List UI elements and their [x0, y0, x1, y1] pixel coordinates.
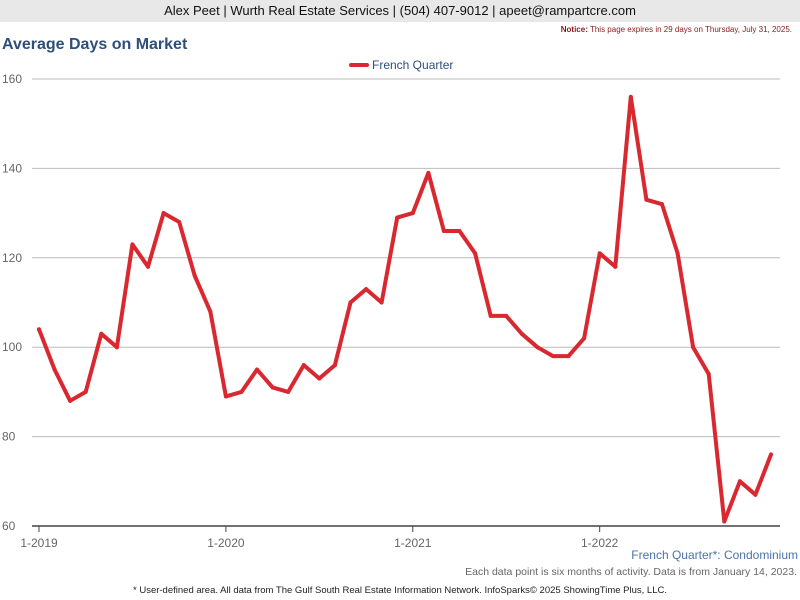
data-point — [769, 452, 773, 457]
data-point — [52, 367, 57, 372]
footer-disclaimer: * User-defined area. All data from The G… — [133, 585, 667, 596]
data-point — [566, 354, 571, 359]
x-tick-label: 1-2022 — [581, 536, 619, 550]
data-point — [426, 170, 431, 175]
data-point — [255, 367, 260, 372]
x-tick-label: 1-2019 — [20, 536, 58, 550]
data-point — [348, 300, 353, 305]
x-tick-label: 1-2020 — [207, 536, 245, 550]
expiry-notice: Notice: This page expires in 29 days on … — [561, 25, 792, 34]
x-tick-label: 1-2021 — [394, 536, 432, 550]
data-point — [37, 327, 41, 332]
data-point — [457, 228, 462, 233]
data-point — [317, 376, 322, 381]
data-note: Each data point is six months of activit… — [465, 566, 797, 578]
data-point — [582, 336, 587, 341]
y-tick-label: 120 — [2, 251, 22, 265]
y-tick-label: 80 — [2, 430, 16, 444]
data-point — [675, 251, 680, 256]
data-point — [550, 354, 555, 359]
data-point — [410, 211, 415, 216]
data-point — [286, 389, 291, 394]
y-tick-label: 60 — [2, 519, 16, 533]
data-point — [146, 264, 151, 269]
contact-header: Alex Peet | Wurth Real Estate Services |… — [0, 0, 800, 22]
data-point — [208, 309, 213, 314]
data-point — [114, 345, 119, 350]
data-point — [161, 211, 166, 216]
data-point — [659, 202, 664, 207]
y-tick-label: 160 — [2, 72, 22, 86]
data-point — [628, 94, 633, 99]
x-axis: 1-2019 1-2020 1-2021 1-2022 — [20, 525, 780, 550]
chart-title: Average Days on Market — [2, 36, 188, 53]
data-point — [395, 215, 400, 220]
y-tick-label: 140 — [2, 161, 22, 175]
data-point — [488, 313, 493, 318]
data-point — [99, 331, 104, 336]
data-point — [535, 345, 540, 350]
data-point — [332, 363, 337, 368]
legend: French Quarter — [349, 58, 453, 72]
data-point — [83, 389, 88, 394]
data-point — [223, 394, 228, 399]
data-point — [737, 479, 742, 484]
data-point — [130, 242, 135, 247]
data-point — [177, 220, 182, 225]
y-tick-label: 100 — [2, 340, 22, 354]
data-point — [722, 519, 727, 524]
data-point — [68, 398, 73, 403]
data-point — [519, 331, 524, 336]
data-point — [753, 492, 758, 497]
series-line — [37, 94, 773, 524]
data-point — [441, 228, 446, 233]
grid-lines — [32, 78, 780, 438]
data-point — [691, 345, 696, 350]
data-point — [644, 197, 649, 202]
data-point — [270, 385, 275, 390]
data-point — [379, 300, 384, 305]
data-point — [706, 372, 711, 377]
notice-text: This page expires in 29 days on Thursday… — [589, 25, 792, 34]
data-point — [301, 363, 306, 368]
notice-label: Notice: — [560, 25, 588, 34]
chart-subtitle: French Quarter*: Condominium — [631, 548, 798, 562]
data-point — [473, 251, 478, 256]
y-tick-labels: 60 80 100 120 140 160 — [2, 72, 22, 533]
data-point — [504, 313, 509, 318]
data-point — [239, 389, 244, 394]
series-layer — [37, 94, 773, 524]
data-point — [613, 264, 618, 269]
data-point — [597, 251, 602, 256]
data-point — [192, 273, 197, 278]
legend-label: French Quarter — [372, 58, 453, 72]
data-point — [364, 287, 369, 292]
